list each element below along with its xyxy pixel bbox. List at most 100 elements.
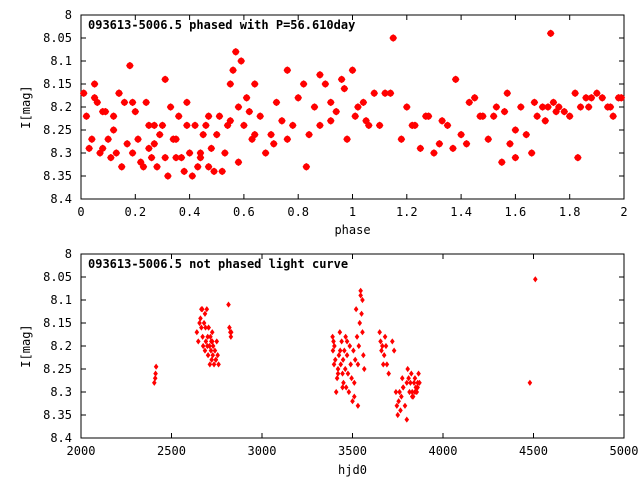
data-point [333,356,338,363]
data-point [343,384,349,391]
data-point [500,107,509,116]
data-point [211,361,217,368]
data-point [316,121,324,130]
data-point [348,361,353,368]
data-point [332,107,340,116]
data-point [411,379,417,386]
data-point [370,89,378,97]
data-point [305,130,313,139]
data-point [546,29,555,38]
data-point [357,319,363,327]
data-point [443,121,452,130]
data-point [340,384,345,391]
data-point [360,296,365,304]
data-point [210,342,216,350]
data-point [227,324,232,331]
data-point [267,130,275,139]
data-point [361,365,367,373]
data-point [335,370,341,377]
data-point [152,375,158,382]
x-tick-label: 0.8 [287,205,309,219]
data-point [359,98,368,107]
data-point [340,356,346,363]
data-point [527,149,536,157]
data-point [457,130,465,139]
x-tick-label: 1.2 [396,205,418,219]
data-point [209,329,215,336]
data-point [397,388,402,396]
data-point [205,352,211,359]
data-point [226,117,235,125]
data-point [449,144,457,153]
data-point [126,61,134,70]
data-point [172,153,180,162]
data-point [283,66,292,74]
data-point [330,347,336,354]
data-point [191,121,199,130]
data-point [128,149,137,157]
data-point [120,98,129,107]
data-point [212,130,221,139]
data-point [98,107,107,116]
data-point [207,361,213,368]
data-point [183,98,191,107]
data-point [484,135,493,143]
data-point [215,112,224,120]
data-point [403,103,411,111]
data-point [199,130,207,139]
data-point [327,117,335,125]
data-point [145,121,153,130]
data-point [330,333,335,340]
data-point [409,393,415,400]
data-point [180,167,188,176]
data-point [382,333,388,340]
data-point [517,103,525,111]
data-point [234,158,243,166]
data-point [199,324,204,331]
data-point [145,144,153,153]
data-point [142,98,150,107]
data-point [331,338,336,345]
data-point [161,75,169,84]
chart-title: 093613-5006.5 not phased light curve [88,257,348,271]
data-point [345,370,351,377]
data-point [88,135,96,143]
data-point [347,342,353,350]
data-point [362,117,370,125]
data-point [503,89,512,97]
data-point [199,306,204,313]
data-point [411,121,419,130]
data-point [359,310,364,317]
data-point [584,103,593,111]
data-point [269,140,278,148]
data-point [358,287,363,294]
data-point [430,149,438,157]
x-tick-label: 2500 [157,444,186,458]
data-point [302,163,311,171]
data-point [213,356,219,363]
data-point [203,324,208,331]
data-point [356,342,362,350]
data-point [90,80,99,88]
data-point [378,338,383,345]
y-tick-label: 8.35 [43,408,72,422]
x-tick-label: 1.4 [450,205,472,219]
y-axis-label: I[mag] [19,324,33,367]
data-point [342,365,348,373]
data-point [412,388,418,396]
data-point [351,347,356,354]
data-point [355,402,361,409]
data-point [379,347,384,354]
chart-title: 093613-5006.5 phased with P=56.610day [88,18,355,32]
data-point [226,301,231,308]
data-point [115,89,123,97]
data-point [350,398,355,405]
data-point [344,352,350,359]
data-point [344,338,350,345]
x-tick-label: 4000 [429,444,458,458]
data-point [386,370,391,377]
y-tick-label: 8.4 [50,431,72,445]
data-point [278,117,286,125]
y-tick-label: 8.1 [50,293,72,307]
